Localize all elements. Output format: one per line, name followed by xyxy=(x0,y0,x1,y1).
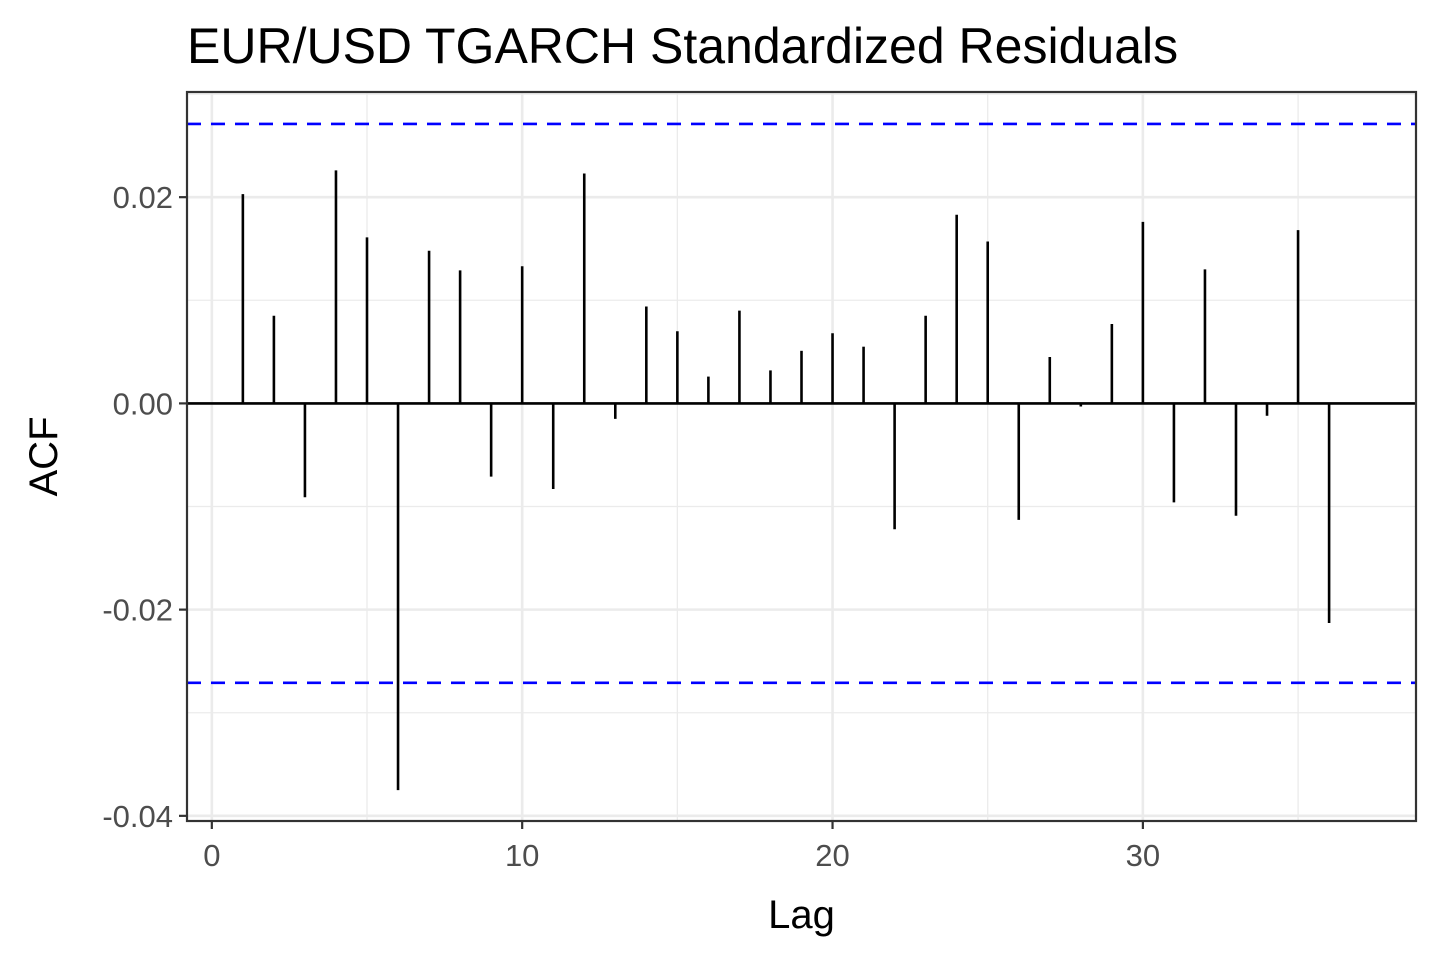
plot-panel-border xyxy=(185,90,1418,823)
grid-lines xyxy=(187,92,1416,821)
acf-bars xyxy=(187,170,1416,791)
y-tick-label: 0.02 xyxy=(113,180,173,215)
x-tick-label: 20 xyxy=(815,838,849,873)
x-axis-title: Lag xyxy=(768,893,835,937)
y-tick-label: 0.00 xyxy=(113,386,173,421)
x-tick-label: 0 xyxy=(203,838,220,873)
x-tick-label: 10 xyxy=(505,838,539,873)
confidence-bounds xyxy=(187,122,1416,685)
y-axis-title: ACF xyxy=(22,417,66,497)
chart-title: EUR/USD TGARCH Standardized Residuals xyxy=(187,18,1178,74)
y-tick-label: -0.04 xyxy=(102,799,173,834)
axis-ticks: 0 10 20 30 -0.04 -0.02 0.00 0.02 xyxy=(102,180,1160,873)
x-tick-label: 30 xyxy=(1126,838,1160,873)
y-tick-label: -0.02 xyxy=(102,593,173,628)
